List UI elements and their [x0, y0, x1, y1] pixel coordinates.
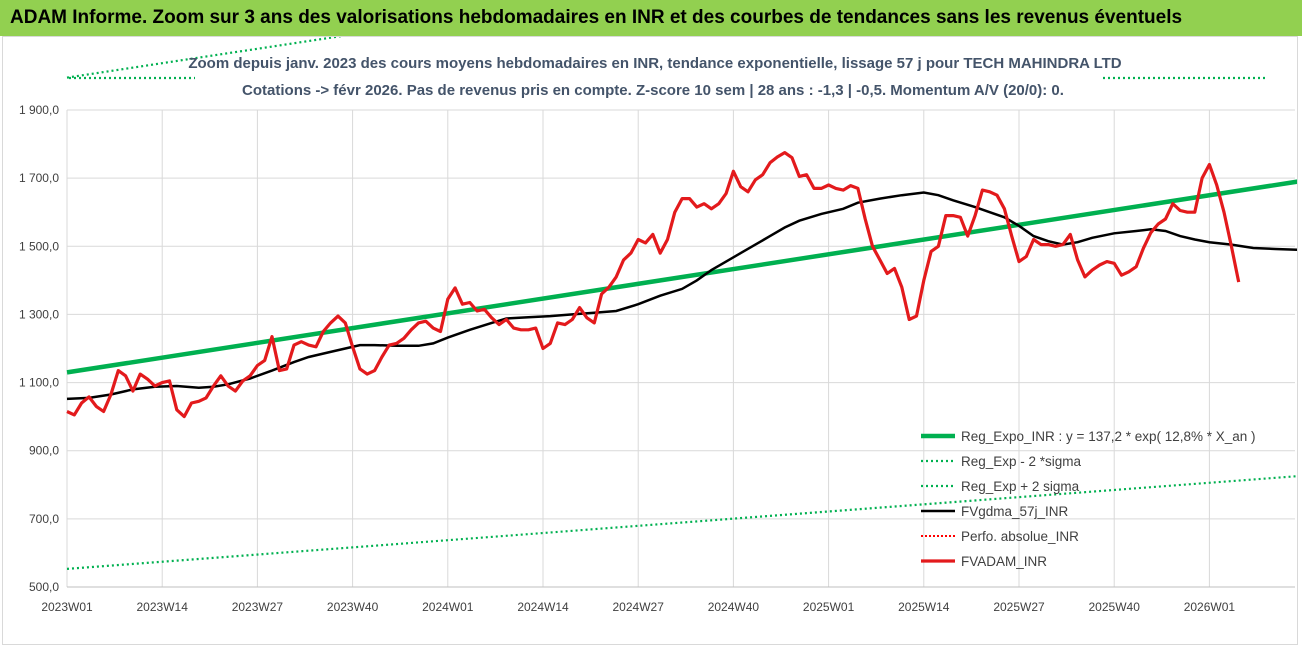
- x-axis-ticks: 2023W01 2023W14 2023W27 2023W40 2024W01 2024W…: [41, 600, 1235, 614]
- x-tick-label: 2023W14: [137, 600, 189, 614]
- legend-label: Reg_Exp + 2 sigma: [961, 479, 1080, 494]
- y-axis-ticks: 500,0 700,0 900,0 1 100,0 1 300,0 1 500,0 1 70…: [19, 103, 59, 594]
- chart-svg: 500,0 700,0 900,0 1 100,0 1 300,0 1 500,0 1 70…: [19, 0, 1302, 614]
- legend-label: Reg_Expo_INR : y = 137,2 * exp( 12,8% * …: [961, 429, 1256, 444]
- x-tick-label: 2023W27: [232, 600, 284, 614]
- x-tick-label: 2025W40: [1089, 600, 1141, 614]
- x-tick-label: 2025W14: [898, 600, 950, 614]
- y-tick-label: 1 100,0: [19, 376, 59, 390]
- legend-label: FVADAM_INR: [961, 554, 1047, 569]
- x-tick-label: 2025W27: [993, 600, 1045, 614]
- y-tick-label: 1 500,0: [19, 239, 59, 253]
- x-tick-label: 2024W27: [613, 600, 665, 614]
- x-tick-label: 2023W40: [327, 600, 379, 614]
- fvadam-line: [66, 151, 1241, 419]
- x-tick-label: 2026W01: [1184, 600, 1236, 614]
- chart-series: [66, 0, 1302, 570]
- y-tick-label: 1 300,0: [19, 307, 59, 321]
- chart-legend: Reg_Expo_INR : y = 137,2 * exp( 12,8% * …: [921, 429, 1256, 569]
- chart-grid: [66, 109, 1295, 588]
- chart-title-line2: Cotations -> févr 2026. Pas de revenus p…: [242, 82, 1064, 99]
- legend-label: Perfo. absolue_INR: [961, 529, 1079, 544]
- x-tick-label: 2024W14: [517, 600, 569, 614]
- x-tick-label: 2024W01: [422, 600, 474, 614]
- y-tick-label: 700,0: [29, 512, 59, 526]
- y-tick-label: 1 700,0: [19, 171, 59, 185]
- y-tick-label: 500,0: [29, 580, 59, 594]
- x-tick-label: 2024W40: [708, 600, 760, 614]
- chart-title-line1: Zoom depuis janv. 2023 des cours moyens …: [188, 55, 1121, 72]
- reg-minus-2sigma-line: [66, 474, 1302, 570]
- legend-label: FVgdma_57j_INR: [961, 504, 1069, 519]
- legend-label: Reg_Exp - 2 *sigma: [961, 454, 1082, 469]
- fvgdma-line: [66, 191, 1302, 401]
- y-tick-label: 1 900,0: [19, 103, 59, 117]
- x-tick-label: 2023W01: [41, 600, 93, 614]
- x-tick-label: 2025W01: [803, 600, 855, 614]
- page-banner-title: ADAM Informe. Zoom sur 3 ans des valoris…: [0, 0, 1302, 36]
- y-tick-label: 900,0: [29, 444, 59, 458]
- reg-expo-line: [66, 178, 1302, 375]
